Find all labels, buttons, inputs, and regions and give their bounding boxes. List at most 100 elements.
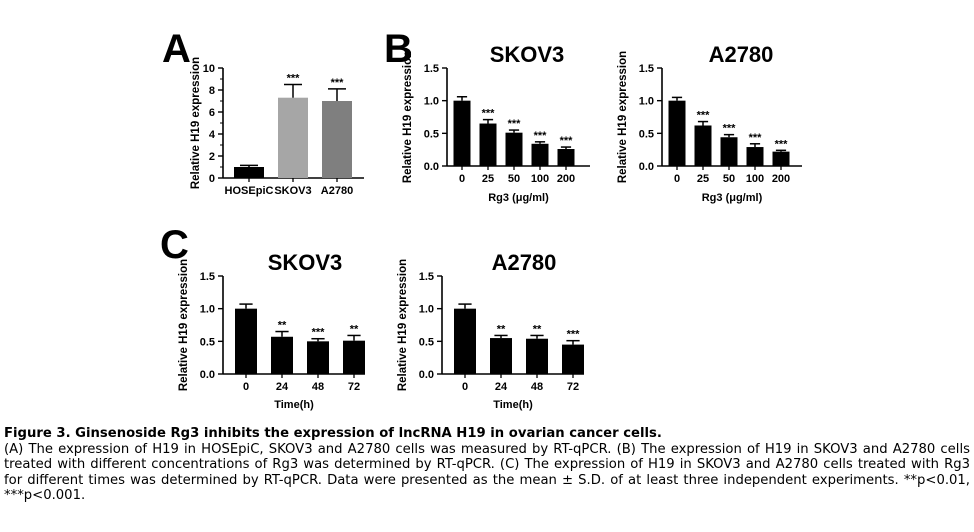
- bar: [271, 336, 293, 374]
- chart-title: A2780: [709, 42, 774, 67]
- x-tick-label: 100: [531, 173, 549, 185]
- significance-label: ***: [560, 135, 574, 147]
- y-tick-label: 1.0: [419, 304, 434, 316]
- chart-2: 0.0 0.5 1.0 1.5 Relative H19 expression A2780…: [617, 42, 802, 204]
- bar: [746, 147, 764, 166]
- y-tick-label: 0.0: [424, 161, 439, 173]
- significance-label: **: [497, 323, 506, 335]
- chart-4: 0.0 0.5 1.0 1.5 Relative H19 expression A2780…: [397, 250, 584, 411]
- significance-label: ***: [331, 77, 345, 89]
- x-tick-label: HOSEpiC: [225, 185, 274, 197]
- panel-label-b: B: [384, 27, 413, 71]
- y-tick-label: 10: [203, 63, 215, 75]
- x-tick-label: 50: [723, 173, 735, 185]
- x-tick-label: 0: [459, 173, 465, 185]
- y-tick-label: 1.0: [200, 304, 215, 316]
- y-axis-label: Relative H19 expression: [397, 259, 409, 391]
- y-tick-label: 1.5: [200, 271, 215, 283]
- bar: [490, 338, 512, 374]
- significance-label: **: [533, 323, 542, 335]
- y-tick-label: 0.5: [200, 336, 215, 348]
- x-tick-label: 50: [508, 173, 520, 185]
- x-tick-label: 48: [312, 381, 324, 393]
- panel-label-a: A: [162, 27, 191, 71]
- y-tick-label: 8: [209, 85, 215, 97]
- bar: [307, 341, 329, 374]
- x-tick-label: 24: [495, 381, 508, 393]
- x-tick-label: 25: [697, 173, 709, 185]
- y-axis-label: Relative H19 expression: [617, 51, 629, 183]
- bar: [454, 308, 476, 374]
- bar: [557, 149, 575, 166]
- x-axis-label: Time(h): [274, 399, 314, 411]
- x-tick-label: 200: [557, 173, 575, 185]
- chart-title: SKOV3: [490, 42, 565, 67]
- significance-label: ***: [508, 118, 522, 130]
- y-tick-label: 0.0: [639, 161, 654, 173]
- bar: [234, 167, 264, 178]
- x-tick-label: 48: [531, 381, 543, 393]
- figure-caption: Figure 3. Ginsenoside Rg3 inhibits the e…: [4, 426, 970, 504]
- panel-label-c: C: [160, 223, 189, 267]
- significance-label: ***: [697, 110, 711, 122]
- y-tick-label: 0.0: [419, 369, 434, 381]
- x-tick-label: 200: [772, 173, 790, 185]
- significance-label: ***: [534, 130, 548, 142]
- y-tick-label: 0: [209, 173, 215, 185]
- caption-title: Figure 3. Ginsenoside Rg3 inhibits the e…: [4, 426, 662, 441]
- x-tick-label: 100: [746, 173, 764, 185]
- bar: [479, 123, 497, 166]
- significance-label: **: [278, 320, 287, 332]
- bar: [694, 125, 712, 166]
- x-axis-label: Rg3 (μg/ml): [702, 192, 763, 204]
- significance-label: ***: [723, 123, 737, 135]
- chart-3: 0.0 0.5 1.0 1.5 Relative H19 expression SKOV3…: [178, 250, 365, 411]
- bar: [453, 100, 471, 166]
- y-tick-label: 1.5: [419, 271, 434, 283]
- significance-label: ***: [312, 327, 326, 339]
- y-tick-label: 1.0: [639, 96, 654, 108]
- y-tick-label: 4: [209, 129, 216, 141]
- x-tick-label: A2780: [321, 185, 353, 197]
- x-tick-label: 0: [462, 381, 468, 393]
- bar: [531, 143, 549, 166]
- y-tick-label: 0.5: [419, 336, 434, 348]
- y-tick-label: 0.5: [639, 128, 654, 140]
- significance-label: **: [350, 323, 359, 335]
- caption-body: (A) The expression of H19 in HOSEpiC, SK…: [4, 441, 970, 504]
- x-tick-label: 24: [276, 381, 289, 393]
- x-tick-label: 72: [348, 381, 360, 393]
- significance-label: ***: [567, 329, 581, 341]
- bar: [562, 344, 584, 374]
- chart-title: A2780: [492, 250, 557, 275]
- y-axis-label: Relative H19 expression: [402, 51, 414, 183]
- y-axis-label: Relative H19 expression: [178, 259, 190, 391]
- y-tick-label: 2: [209, 151, 215, 163]
- bar: [322, 101, 352, 178]
- bar: [343, 340, 365, 374]
- y-tick-label: 0.5: [424, 128, 439, 140]
- y-tick-label: 1.5: [424, 63, 439, 75]
- bar: [772, 151, 790, 166]
- x-tick-label: 0: [243, 381, 249, 393]
- significance-label: ***: [287, 73, 301, 85]
- chart-title: SKOV3: [268, 250, 343, 275]
- y-tick-label: 1.0: [424, 96, 439, 108]
- chart-1: 0.0 0.5 1.0 1.5 Relative H19 expression SKOV3…: [402, 42, 590, 204]
- bar: [278, 97, 308, 178]
- bar: [235, 308, 257, 374]
- x-tick-label: 0: [674, 173, 680, 185]
- bar: [668, 100, 686, 166]
- significance-label: ***: [482, 108, 496, 120]
- x-tick-label: 25: [482, 173, 494, 185]
- x-tick-label: 72: [567, 381, 579, 393]
- x-axis-label: Rg3 (μg/ml): [488, 192, 549, 204]
- bar: [720, 137, 738, 166]
- bar: [505, 132, 523, 166]
- y-tick-label: 1.5: [639, 63, 654, 75]
- bar: [526, 338, 548, 374]
- y-tick-label: 0.0: [200, 369, 215, 381]
